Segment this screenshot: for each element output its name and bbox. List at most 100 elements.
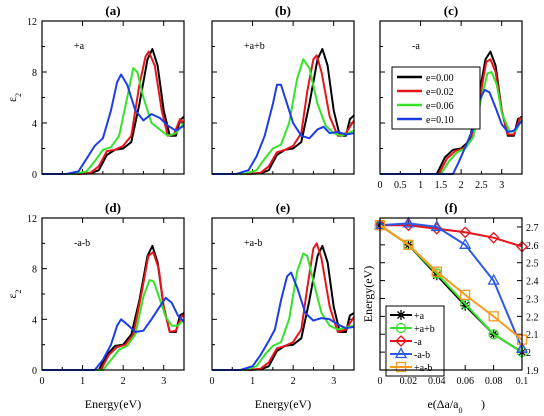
panel-annotation: -a <box>412 41 420 52</box>
panel-a: 0 4 8 12 +a (a) ε2 <box>5 3 185 181</box>
data-point <box>394 347 408 359</box>
legend-label: +a+b <box>414 324 435 335</box>
series-line <box>379 222 523 349</box>
series-line-blue <box>212 271 355 371</box>
x-tick-label: 0 <box>378 376 383 387</box>
y-tick-label: 0 <box>32 366 37 377</box>
panel-f: 1.9 2 2.1 2.2 2.3 2.4 2.5 2.6 2.7 0 0.02 0.04 0.06 0.… <box>361 200 539 415</box>
plot-frame <box>41 217 185 371</box>
panel-title: (e) <box>276 200 290 215</box>
y-tick-label: 2.4 <box>526 277 539 288</box>
y-tick-label: 12 <box>27 214 37 225</box>
plot-frame <box>41 20 185 175</box>
x-tick-label: 0.06 <box>456 376 474 387</box>
y-tick-label: 8 <box>32 265 37 276</box>
data-point <box>430 220 443 232</box>
plot-frame <box>379 217 523 371</box>
x-tick-label: 2 <box>291 376 296 387</box>
y-tick-label: 4 <box>32 315 37 326</box>
data-point <box>395 322 407 334</box>
x-axis-label: Energy(eV) <box>85 397 141 411</box>
x-axis-label: e(Δa/a0 <box>427 397 462 415</box>
x-tick-label: 1 <box>80 376 85 387</box>
x-tick-label: 0 <box>378 180 383 191</box>
y-tick-label: 8 <box>32 68 37 79</box>
x-tick-label: 0 <box>40 376 45 387</box>
series-line-black <box>212 48 355 175</box>
series-line-blue <box>42 296 185 371</box>
x-tick-label: 0 <box>210 376 215 387</box>
data-point <box>487 231 500 244</box>
series-line-blue <box>42 73 185 175</box>
panel-title: (d) <box>105 200 121 215</box>
series-line-red <box>42 50 185 175</box>
panel-annotation: +a <box>74 41 85 52</box>
legend-label: e=0.06 <box>426 101 454 112</box>
data-point <box>487 273 500 285</box>
data-point <box>403 239 414 250</box>
plot-frame <box>211 217 355 371</box>
y-tick-label: 2.5 <box>526 259 539 270</box>
series-line-red <box>42 251 185 371</box>
series-line-green <box>42 279 185 371</box>
legend: e=0.00 e=0.02 e=0.06 e=0.10 <box>391 66 481 130</box>
panel-c: 0 0.5 1 1.5 2 2.5 3 -a e=0.00 e=0.02 e=0.06 e=0.10 (… <box>378 3 523 191</box>
y-tick-label: 1.9 <box>526 366 539 377</box>
legend-label: e=0.00 <box>426 73 454 84</box>
legend-label: e=0.02 <box>426 87 454 98</box>
plot-frame <box>211 20 355 175</box>
data-point <box>431 266 442 277</box>
series-line-green <box>42 67 185 175</box>
panel-b: +a+b (b) <box>211 3 355 175</box>
panel-annotation: +a-b <box>244 238 262 249</box>
series-line-black <box>380 50 523 175</box>
x-tick-label: 2.5 <box>475 180 488 191</box>
legend-label: +a <box>414 311 425 322</box>
panel-e: 0 1 2 3 +a-b (e) Energy(eV) <box>210 200 355 411</box>
data-point <box>431 270 442 281</box>
panel-title: (c) <box>444 3 458 18</box>
data-point <box>395 335 407 347</box>
y-tick-label: 2.7 <box>526 223 539 234</box>
series-line-green <box>212 252 355 371</box>
data-point <box>459 226 472 239</box>
legend-label: e=0.10 <box>426 115 454 126</box>
x-tick-label: 2 <box>121 376 126 387</box>
panel-title: (b) <box>275 3 291 18</box>
x-tick-label: 0.04 <box>428 376 446 387</box>
x-tick-label: 1 <box>250 376 255 387</box>
x-tick-label: 0.5 <box>394 180 407 191</box>
data-point <box>396 310 406 320</box>
y-tick-label: 2.1 <box>526 330 539 341</box>
y-tick-label: 0 <box>32 170 37 181</box>
x-tick-label: 0.02 <box>400 376 418 387</box>
data-point <box>460 289 471 301</box>
y-tick-label: 2.3 <box>526 294 539 305</box>
panel-annotation: -a-b <box>74 238 90 249</box>
x-tick-label: 3 <box>331 376 336 387</box>
series-line-black <box>212 244 355 371</box>
y-axis-label: ε2 <box>5 93 23 102</box>
series-line-blue <box>212 83 355 175</box>
y-tick-label: 12 <box>27 17 37 28</box>
y-tick-label: 4 <box>32 119 37 130</box>
y-axis-label: ε2 <box>5 289 23 298</box>
legend-label: -a-b <box>414 350 430 361</box>
y-tick-label: 2 <box>526 348 531 359</box>
panel-title: (f) <box>445 200 458 215</box>
data-point <box>488 329 499 340</box>
x-tick-label: 3 <box>161 376 166 387</box>
data-point <box>395 361 407 373</box>
x-tick-label: 0.08 <box>485 376 503 387</box>
legend-label: +a-b <box>414 363 432 374</box>
plot-frame <box>379 20 523 175</box>
x-axis-label: Energy(eV) <box>255 397 311 411</box>
x-tick-label: 1 <box>418 180 423 191</box>
series-line-red <box>212 54 355 175</box>
data-point <box>402 216 415 228</box>
legend-label: -a <box>414 337 422 348</box>
data-point <box>459 237 472 249</box>
series-line-green <box>212 58 355 175</box>
